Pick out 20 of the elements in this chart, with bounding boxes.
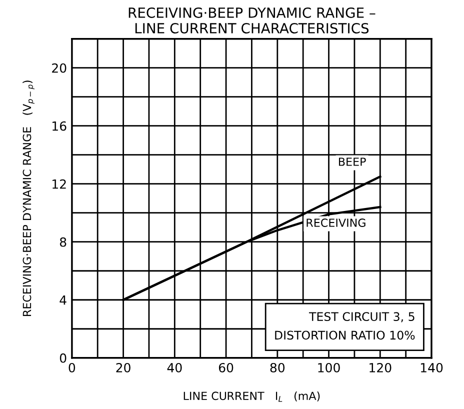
x-tick-label: 20	[116, 362, 130, 372]
y-tick-label: 0	[60, 353, 66, 363]
chart-title: RECEIVING·BEEP DYNAMIC RANGE – LINE CURRENT CHARACTERISTICS	[128, 7, 376, 34]
x-tick-label: 100	[318, 362, 340, 372]
y-tick-label: 20	[52, 63, 66, 73]
y-tick-label: 4	[60, 296, 66, 305]
y-axis-title: RECEIVING·BEEP DYNAMIC RANGE (V$_{p−p}$)	[22, 80, 34, 316]
x-tick-label: 40	[167, 362, 182, 372]
x-tick-label: 60	[218, 362, 234, 372]
y-tick-label: 8	[60, 237, 66, 247]
x-tick-label: 120	[370, 362, 392, 372]
annotation: TEST CIRCUIT 3, 5 DISTORTION RATIO 10%	[275, 312, 415, 340]
series-label: BEEP	[338, 158, 366, 166]
text: LINE CURRENT I$_{L}$ (mA)	[184, 392, 320, 402]
series-label: RECEIVING	[306, 218, 366, 227]
y-tick-label: 12	[52, 179, 66, 189]
x-tick-label: 140	[420, 362, 443, 372]
x-tick-label: 0	[68, 362, 76, 372]
x-tick-label: 80	[270, 362, 285, 372]
y-tick-label: 16	[52, 121, 66, 131]
